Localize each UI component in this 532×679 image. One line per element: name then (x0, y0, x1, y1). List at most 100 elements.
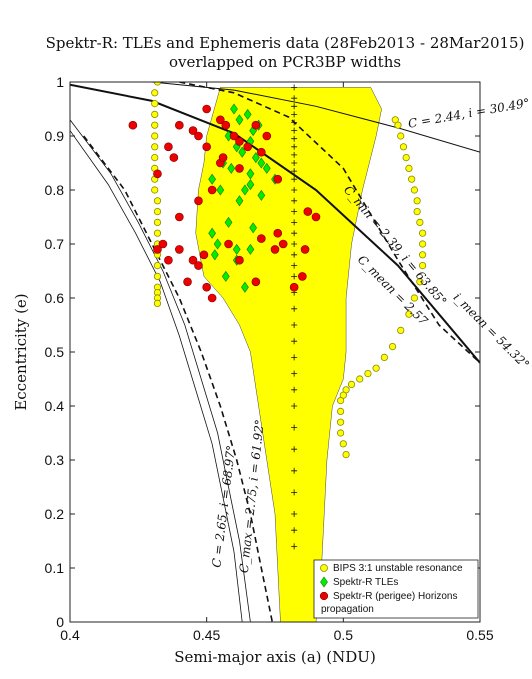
plus-marker (291, 135, 298, 142)
y-tick-label: 0.2 (45, 506, 65, 522)
bips-point (153, 208, 162, 216)
horizons-point (229, 131, 239, 141)
horizons-point (273, 174, 283, 184)
plus-marker (291, 467, 298, 474)
horizons-point (235, 164, 244, 173)
series-line-c-max (83, 135, 274, 622)
plus-marker (291, 241, 298, 247)
plus-marker (291, 84, 298, 91)
legend-marker-bips (320, 564, 328, 572)
horizons-point (251, 120, 261, 130)
horizons-point (175, 212, 184, 222)
y-tick-label: 0.3 (45, 452, 65, 468)
horizons-point (175, 120, 184, 130)
bips-point (151, 89, 159, 97)
tle-point (241, 184, 249, 196)
plus-marker (291, 305, 298, 312)
tle-point (213, 238, 222, 250)
plus-marker (291, 489, 298, 496)
legend: BIPS 3:1 unstable resonance Spektr-R TLEs… (313, 559, 479, 619)
bips-point (405, 310, 413, 318)
tle-point (246, 168, 255, 180)
tle-point (235, 114, 244, 126)
horizons-point (158, 239, 168, 249)
bips-point (413, 197, 421, 205)
tle-point (235, 195, 244, 207)
bips-point (380, 353, 388, 361)
tle-point (230, 103, 238, 115)
horizons-point (262, 131, 272, 141)
plus-marker (291, 230, 298, 237)
tle-point (208, 227, 216, 239)
bips-point (151, 100, 159, 108)
horizons-point (164, 142, 173, 152)
horizons-point (221, 120, 231, 130)
plus-marker (291, 219, 298, 226)
y-axis-label: Eccentricity (e) (12, 293, 30, 410)
bips-point (388, 342, 397, 351)
horizons-point (194, 196, 203, 206)
tle-point (216, 184, 225, 196)
plus-marker (291, 95, 298, 102)
legend-label: Spektr-R TLEs (333, 577, 398, 588)
y-tick-label: 0.6 (45, 290, 65, 306)
plus-marker (291, 168, 298, 175)
horizons-point (273, 228, 283, 238)
bips-point (151, 154, 159, 162)
plus-marker (291, 127, 298, 134)
bips-point (153, 218, 162, 226)
legend-marker-horizons (319, 591, 329, 601)
tle-point (208, 173, 216, 185)
plus-marker (291, 511, 298, 517)
bips-point (402, 154, 410, 162)
plus-marker (291, 119, 298, 126)
horizons-point (218, 153, 228, 162)
plus-marker (291, 322, 298, 328)
x-tick-label: 0.45 (193, 627, 220, 643)
plus-marker (291, 176, 298, 183)
horizons-point (194, 261, 203, 270)
bips-point (356, 375, 364, 383)
plus-marker (291, 424, 298, 431)
horizons-point (257, 147, 266, 157)
horizons-point (183, 277, 192, 287)
horizons-point (188, 255, 198, 265)
y-tick-label: 0 (56, 614, 64, 630)
chart-title-line2: overlapped on PCR3BP widths (169, 53, 401, 71)
x-tick-label: 0.5 (334, 627, 354, 643)
bips-point (151, 110, 159, 119)
bips-point (413, 208, 421, 216)
bips-point (339, 440, 347, 448)
legend-box (313, 559, 479, 619)
tle-point (252, 152, 260, 164)
tle-point (243, 108, 252, 120)
y-tick-label: 0.9 (45, 128, 65, 144)
bips-point (399, 143, 408, 151)
plus-marker (291, 160, 298, 166)
tle-point (262, 162, 271, 174)
horizons-point (153, 245, 162, 254)
y-tick-label: 0.8 (45, 182, 65, 198)
tle-point (241, 281, 249, 293)
horizons-point (303, 207, 313, 216)
series-line-c265-inner (70, 130, 243, 622)
tle-point (224, 216, 233, 228)
y-tick-label: 0.7 (45, 236, 65, 252)
plus-marker (291, 251, 298, 258)
horizons-point (175, 245, 184, 254)
bips-point (342, 450, 350, 459)
horizons-point (202, 104, 211, 114)
tle-point (227, 162, 236, 174)
plus-marker (291, 354, 298, 361)
tle-point (221, 270, 230, 282)
bips-point (397, 326, 405, 334)
y-tick-label: 0.1 (45, 560, 65, 576)
horizons-point (235, 137, 244, 146)
horizons-point (169, 153, 179, 162)
bips-point (153, 197, 162, 205)
horizons-point (202, 142, 211, 152)
bips-point (418, 240, 427, 248)
bips-point (336, 396, 345, 405)
bips-point (336, 418, 345, 426)
bips-point (151, 132, 159, 140)
